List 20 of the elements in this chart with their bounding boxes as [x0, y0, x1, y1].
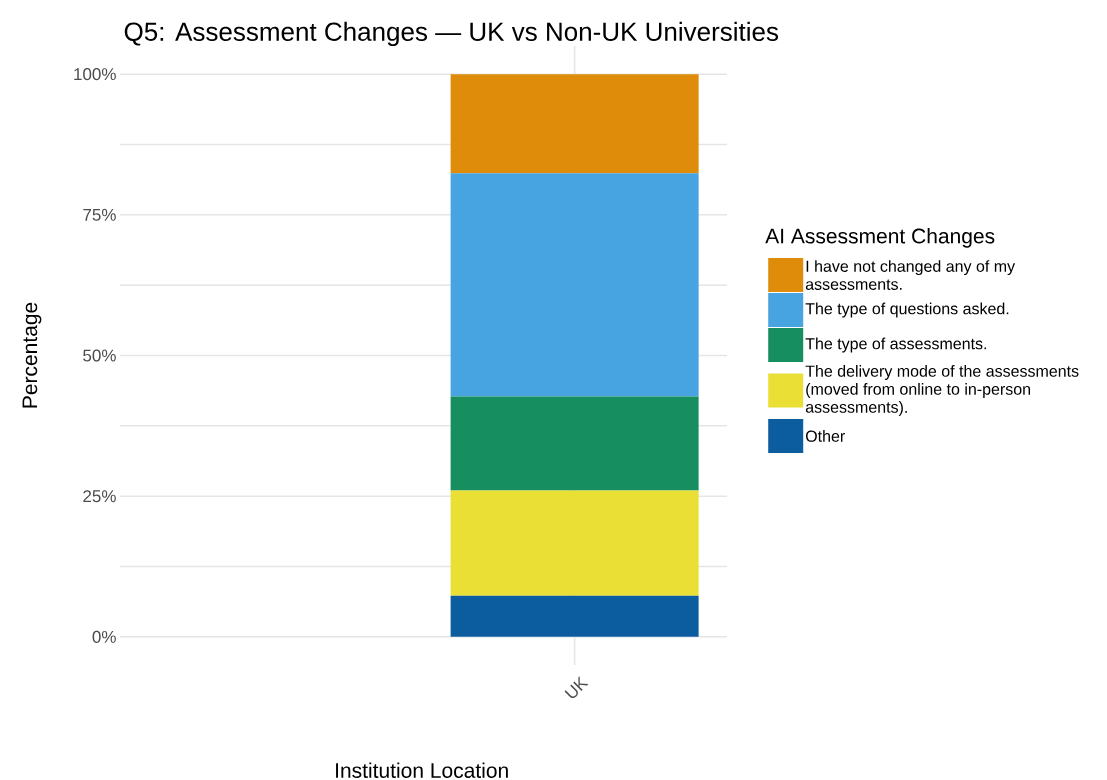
bar [450, 490, 699, 596]
bar [450, 74, 699, 174]
legend-label: Other [805, 430, 845, 442]
legend-label: I have not changed any of my assessments. [805, 260, 1016, 290]
legend-label: The type of assessments. [805, 337, 987, 353]
legend-label: The type of questions asked. [805, 302, 1009, 318]
y-tick-label: 100% [74, 68, 116, 81]
y-axis-title: Percentage [22, 302, 42, 408]
chart-title: Q5: Assessment Changes — UK vs Non-UK Universities [124, 21, 779, 47]
bar [450, 173, 699, 397]
y-tick-label: 0% [92, 630, 116, 643]
legend-title: AI Assessment Changes [765, 228, 995, 248]
y-tick-label: 75% [83, 208, 116, 221]
y-tick-label: 25% [83, 490, 116, 503]
x-axis-title: Institution Location [336, 762, 508, 778]
bar [450, 396, 699, 491]
legend-label: The delivery mode of the assessments (moved from online to in-person assessments). [805, 365, 1079, 416]
y-tick-label: 50% [83, 349, 116, 362]
x-tick-label: UK [564, 676, 589, 699]
bar [450, 595, 699, 637]
